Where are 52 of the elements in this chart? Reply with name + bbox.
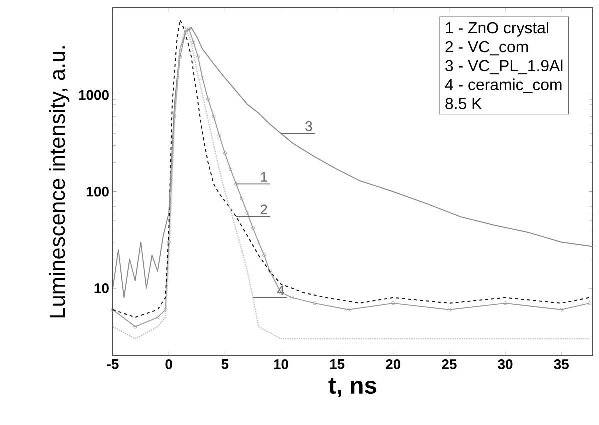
point [240,196,244,201]
point [184,30,188,34]
point [187,28,192,32]
annotation: 2 - VC_com [446,41,528,56]
point [262,254,266,258]
annotation: 4 - ceramic_com [445,78,562,94]
point [256,240,261,244]
point [228,168,233,172]
x-tick-label: 5 [222,360,229,370]
point [212,114,216,119]
point [346,308,350,312]
point [392,302,396,306]
x-tick-label: 15 [330,360,345,370]
point [313,302,317,306]
point [206,98,210,102]
annotation: 8.5 K [446,98,482,110]
x-tick-label: 30 [498,360,513,370]
point [156,316,160,320]
point [504,302,508,306]
x-tick-label: 35 [554,360,569,370]
point [172,114,177,119]
point [448,308,452,312]
y-axis-title: Luminescence intensity, a.u. [49,46,70,318]
annotation: 3 - VC_PL_1.9Al [446,60,563,75]
y-tick-label: 100 [87,186,109,197]
annotation: 2 [260,204,268,215]
point [234,182,238,186]
point [164,308,168,312]
point [223,152,227,156]
point [268,270,272,274]
point [167,240,171,244]
annotation: 1 - ZnO crystal [446,22,548,37]
point [178,54,182,59]
point [290,296,294,300]
point [251,226,256,230]
x-axis-title: t, ns [328,378,377,398]
x-tick-label: 20 [386,360,401,370]
point [246,211,250,216]
x-tick-label: -5 [107,360,119,370]
point [218,134,222,138]
x-tick-label: 0 [166,360,172,370]
point [200,76,205,80]
point [560,308,564,312]
annotation: 1 [261,172,268,182]
annotation: 3 [306,121,312,132]
y-tick-label: 1000 [79,90,109,100]
point [134,325,138,329]
y-tick-label: 10 [94,284,109,294]
x-tick-label: 25 [442,360,457,370]
x-tick-label: 10 [274,360,288,370]
point [196,54,200,59]
point [192,40,196,45]
